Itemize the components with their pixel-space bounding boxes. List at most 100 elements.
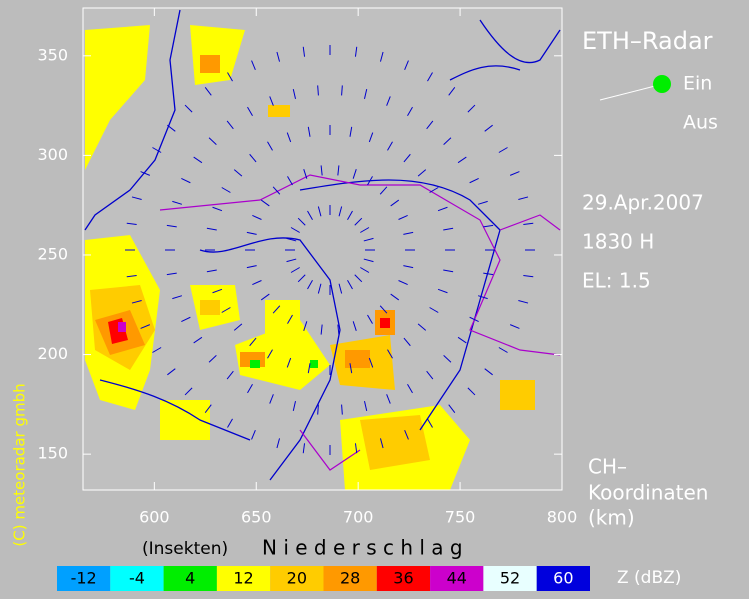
range-mark <box>363 237 374 242</box>
range-mark <box>523 222 534 226</box>
scale-value: 52 <box>500 569 520 588</box>
x-tick-label: 750 <box>445 508 476 527</box>
switch-indicator[interactable] <box>653 75 671 93</box>
range-mark <box>379 186 388 195</box>
range-mark <box>260 293 270 301</box>
range-mark <box>307 210 313 220</box>
scale-unit: Z (dBZ) <box>617 568 681 588</box>
range-mark <box>140 324 151 329</box>
range-mark <box>152 147 162 153</box>
range-mark <box>247 106 253 117</box>
unit-label: Koordinaten <box>588 481 708 505</box>
y-tick-label: 350 <box>37 45 68 64</box>
range-mark <box>251 429 256 440</box>
range-mark <box>360 227 370 233</box>
range-mark <box>212 206 223 212</box>
range-mark <box>364 89 368 99</box>
switch-off[interactable]: Aus <box>683 112 718 134</box>
x-tick-label: 600 <box>139 508 170 527</box>
range-mark <box>386 96 391 106</box>
range-mark <box>387 141 393 151</box>
range-mark <box>317 85 319 96</box>
range-mark <box>443 269 454 273</box>
range-mark <box>483 224 494 228</box>
range-mark <box>354 443 358 454</box>
range-mark <box>249 153 257 163</box>
y-axis: 150 200 250 300 350 <box>37 45 562 463</box>
range-mark <box>212 288 223 294</box>
range-mark <box>172 295 183 300</box>
range-mark <box>354 274 363 283</box>
range-mark <box>276 438 281 449</box>
range-mark <box>290 267 300 273</box>
scale-swatch <box>430 566 484 591</box>
scale-value: 60 <box>553 569 573 588</box>
range-mark <box>172 200 183 205</box>
date: 29.Apr.2007 <box>582 191 704 215</box>
range-mark <box>427 72 433 82</box>
range-mark <box>302 443 306 454</box>
borders <box>84 9 561 481</box>
scale-swatch <box>536 566 590 591</box>
range-mark <box>233 169 243 177</box>
range-mark <box>407 383 413 394</box>
range-mark <box>286 237 297 242</box>
scale-swatch <box>163 566 217 591</box>
range-mark <box>317 404 319 415</box>
range-mark <box>354 46 358 57</box>
range-mark <box>509 171 520 176</box>
range-mark <box>184 104 193 113</box>
unit-label: CH– <box>588 455 627 479</box>
range-mark <box>226 120 234 130</box>
plot-area <box>83 8 562 490</box>
switch-on[interactable]: Ein <box>683 73 712 95</box>
range-mark <box>477 200 488 205</box>
scale-value: -12 <box>71 569 97 588</box>
range-mark <box>193 156 203 164</box>
range-mark <box>417 323 427 331</box>
scale-swatch <box>483 566 537 591</box>
scale-swatch <box>323 566 377 591</box>
range-mark <box>246 231 257 235</box>
range-mark <box>204 404 212 413</box>
range-mark <box>233 323 243 331</box>
range-mark <box>349 363 353 374</box>
range-mark <box>386 394 391 404</box>
range-mark <box>302 46 306 57</box>
x-tick-label: 700 <box>343 508 374 527</box>
scale-swatch <box>110 566 164 591</box>
range-mark <box>403 265 414 269</box>
range-mark <box>352 169 357 179</box>
range-mark <box>307 126 311 137</box>
range-mark <box>292 401 296 411</box>
range-mark <box>140 171 151 176</box>
range-mark <box>518 299 529 304</box>
range-mark <box>427 418 433 428</box>
range-mark <box>303 169 308 179</box>
title: ETH–Radar <box>582 27 713 55</box>
range-mark <box>338 283 343 294</box>
range-mark <box>290 227 300 233</box>
range-mark <box>426 370 434 380</box>
plot-frame <box>82 7 563 491</box>
range-mark <box>126 222 137 226</box>
range-mark <box>320 324 323 335</box>
scale-swatch <box>270 566 324 591</box>
range-mark <box>467 104 476 113</box>
range-mark <box>443 355 452 363</box>
range-mark <box>303 321 308 331</box>
scale-value: 44 <box>447 569 467 588</box>
range-mark <box>152 347 162 353</box>
range-mark <box>251 60 256 71</box>
range-mark <box>363 258 374 263</box>
range-mark <box>398 214 408 220</box>
scale-value: 12 <box>233 569 253 588</box>
scale-value: 20 <box>287 569 307 588</box>
range-mark <box>469 316 479 323</box>
scale-value: 36 <box>393 569 413 588</box>
range-mark <box>341 404 343 415</box>
range-mark <box>390 293 400 301</box>
range-mark <box>398 280 408 286</box>
range-mark <box>368 132 374 143</box>
scale-value: 28 <box>340 569 360 588</box>
